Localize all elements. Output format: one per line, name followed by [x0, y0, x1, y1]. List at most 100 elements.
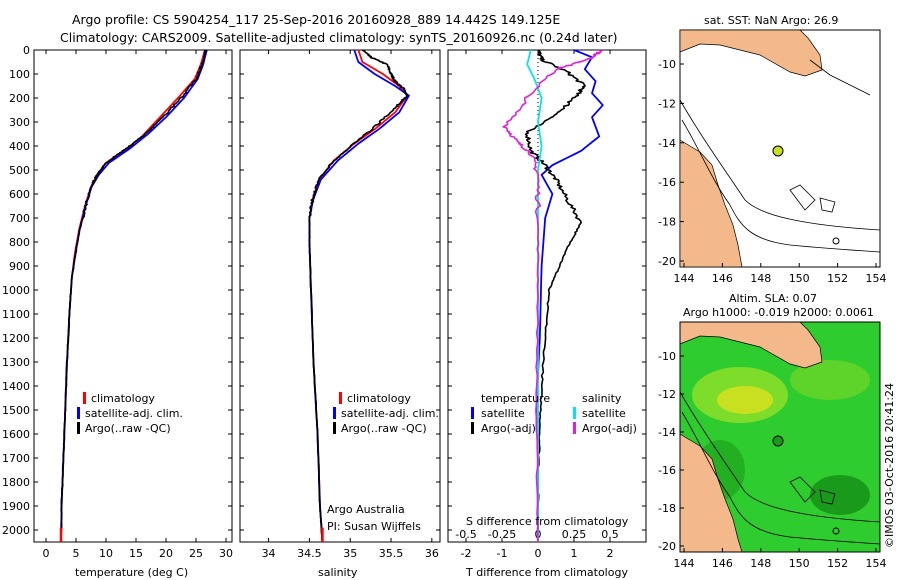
sla-land-png	[679, 321, 823, 369]
legend-argo: Argo(..raw -QC)	[85, 422, 171, 435]
sla-map-frame	[679, 321, 881, 553]
legend-argo: Argo(..raw -QC)	[341, 422, 427, 435]
depth-tick-label: 1800	[2, 476, 30, 489]
s-tick-label: 0.5	[601, 528, 619, 541]
s-tick-label: -0.25	[488, 528, 516, 541]
depth-tick-label: 600	[9, 188, 30, 201]
depth-tick-label: 400	[9, 140, 30, 153]
x-tick-label: 34	[262, 547, 276, 560]
temperature-panel: 0 5 10 15 20 25 30 temperature (deg C) climato…	[33, 49, 233, 579]
legend-satellite: satellite-adj. clim.	[341, 407, 439, 420]
pi-credit: PI: Susan Wijffels	[327, 520, 421, 533]
map-y-tick-label: -14	[658, 426, 676, 439]
sst-reef-outline	[789, 184, 836, 213]
sla-map-title2: Argo h1000: -0.019 h2000: 0.0061	[683, 306, 874, 319]
map-x-tick-label: 154	[866, 557, 887, 570]
x-tick-label: 25	[189, 547, 203, 560]
map-y-tick-label: -16	[658, 176, 676, 189]
depth-tick-label: 200	[9, 92, 30, 105]
depth-tick-label: 1000	[2, 284, 30, 297]
map-x-tick-label: 154	[866, 272, 887, 285]
map-x-tick-label: 148	[750, 272, 771, 285]
depth-tick-label: 100	[9, 68, 30, 81]
sst-bathymetry-contour	[679, 99, 881, 231]
x-tick-label: 0	[535, 547, 542, 560]
sla-argo-location-marker	[772, 435, 784, 447]
x-tick-label: 36	[425, 547, 439, 560]
series-line-satellite	[60, 49, 208, 543]
map-x-tick-label: 146	[712, 557, 733, 570]
map-y-tick-label: -20	[658, 255, 676, 268]
s-tick-label: 0.25	[562, 528, 587, 541]
map-x-tick-label: 146	[712, 272, 733, 285]
legend-s-satellite-swatch	[573, 407, 576, 419]
series-line-s-satellite	[526, 49, 543, 542]
x-tick-label: 1	[571, 547, 578, 560]
x-tick-label: -1	[497, 547, 508, 560]
depth-tick-label: 900	[9, 260, 30, 273]
x-tick-label: 20	[159, 547, 173, 560]
depth-tick-label: 500	[9, 164, 30, 177]
depth-tick-label: 300	[9, 116, 30, 129]
sst-map: sat. SST: NaN Argo: 26.9 144 146 148 150 152…	[658, 14, 886, 285]
t-difference-xlabel: T difference from climatology	[465, 566, 628, 579]
legend-climatology-swatch	[339, 392, 342, 404]
depth-tick-label: 1700	[2, 452, 30, 465]
series-line-argo	[60, 49, 208, 542]
legend-t-argo: Argo(-adj)	[481, 422, 536, 435]
salinity-panel-frame	[239, 49, 441, 543]
sla-highlight	[790, 360, 870, 400]
sst-land-australia	[679, 139, 743, 268]
sla-highlight	[717, 386, 773, 414]
header-line1: Argo profile: CS 5904254_117 25-Sep-2016…	[72, 12, 560, 27]
salinity-legend: climatology satellite-adj. clim. Argo(..…	[333, 392, 439, 435]
sla-map-title1: Altim. SLA: 0.07	[729, 292, 817, 305]
imos-credit: ©IMOS 03-Oct-2016 20:41:24	[883, 383, 896, 548]
argo-australia-credit: Argo Australia	[327, 503, 405, 516]
legend-temperature-title: temperature	[481, 392, 550, 405]
header-line2: Climatology: CARS2009. Satellite-adjuste…	[60, 30, 617, 45]
difference-legend: temperature satellite Argo(-adj) salinit…	[471, 392, 637, 435]
series-line-t-argo	[524, 49, 586, 543]
map-x-tick-label: 148	[750, 557, 771, 570]
depth-axis: 0 100 200 300 400 500 600 700 800 900 1000 1100 1200…	[2, 44, 646, 537]
depth-tick-label: 2000	[2, 524, 30, 537]
x-tick-label: 10	[99, 547, 113, 560]
legend-s-argo-swatch	[573, 422, 576, 434]
depth-tick-label: 1400	[2, 380, 30, 393]
map-x-tick-label: 144	[674, 272, 695, 285]
sst-argo-location-marker	[772, 145, 784, 157]
temperature-xlabel: temperature (deg C)	[75, 566, 188, 579]
map-y-tick-label: -12	[658, 97, 676, 110]
x-tick-label: 35	[343, 547, 357, 560]
temperature-panel-frame	[33, 49, 233, 543]
sla-bathymetry-contour	[679, 391, 881, 523]
legend-salinity-title: salinity	[582, 392, 622, 405]
series-line-climatology	[308, 49, 409, 543]
map-x-tick-label: 150	[789, 272, 810, 285]
legend-climatology-swatch	[83, 392, 86, 404]
legend-t-satellite-swatch	[471, 407, 474, 419]
s-difference-xlabel: S difference from climatology	[466, 515, 629, 528]
map-y-tick-label: -18	[658, 216, 676, 229]
map-y-tick-label: -16	[658, 464, 676, 477]
sla-reef-outline	[789, 476, 836, 505]
map-y-tick-label: -14	[658, 137, 676, 150]
depth-tick-label: 1200	[2, 332, 30, 345]
series-line-s-argo	[502, 49, 603, 543]
s-tick-label: -0.5	[455, 528, 476, 541]
series-line-argo	[308, 49, 409, 543]
depth-tick-label: 1500	[2, 404, 30, 417]
sla-low	[810, 475, 870, 515]
map-y-tick-label: -10	[658, 58, 676, 71]
map-x-tick-label: 152	[827, 272, 848, 285]
legend-satellite-swatch	[77, 407, 80, 419]
x-tick-label: -2	[461, 547, 472, 560]
x-tick-label: 30	[219, 547, 233, 560]
x-tick-label: 2	[607, 547, 614, 560]
sst-land-png	[679, 29, 823, 77]
temperature-legend: climatology satellite-adj. clim. Argo(..…	[77, 392, 183, 435]
x-tick-label: 0	[43, 547, 50, 560]
depth-tick-label: 1600	[2, 428, 30, 441]
